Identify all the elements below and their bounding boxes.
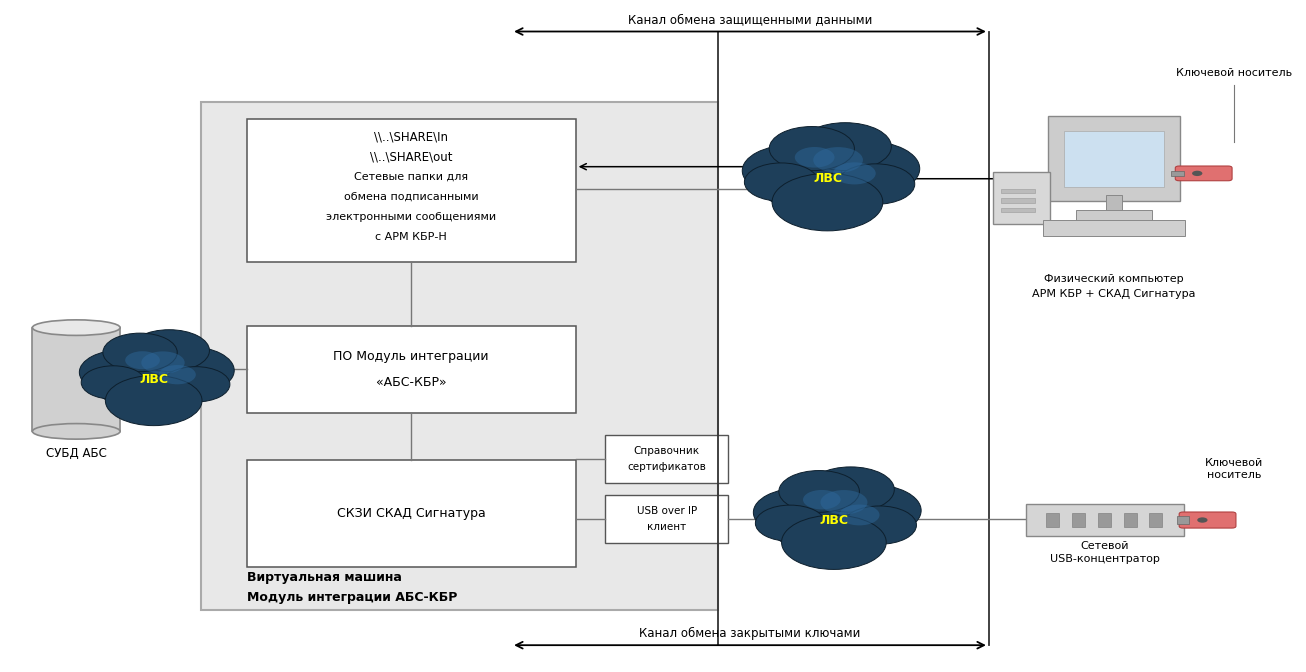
FancyBboxPatch shape	[1025, 504, 1185, 536]
FancyBboxPatch shape	[994, 172, 1050, 224]
Bar	[1177, 516, 1190, 524]
Text: \\..\SHARE\In: \\..\SHARE\In	[375, 130, 448, 144]
Bar	[1123, 513, 1136, 528]
Bar	[1000, 198, 1036, 203]
Text: ПО Модуль интеграции: ПО Модуль интеграции	[333, 349, 488, 363]
Bar	[1149, 513, 1162, 528]
Text: Канал обмена защищенными данными: Канал обмена защищенными данными	[628, 13, 872, 26]
FancyBboxPatch shape	[1042, 220, 1186, 237]
Bar	[1171, 171, 1185, 176]
Text: СУБД АБС: СУБД АБС	[46, 447, 107, 460]
Text: ЛВС: ЛВС	[812, 172, 842, 185]
Text: с АРМ КБР-Н: с АРМ КБР-Н	[375, 233, 447, 243]
Bar	[606, 435, 727, 483]
Ellipse shape	[33, 320, 120, 335]
FancyBboxPatch shape	[1175, 166, 1232, 181]
Text: электронными сообщениями: электронными сообщениями	[326, 212, 496, 222]
FancyBboxPatch shape	[1047, 116, 1181, 202]
Bar	[247, 460, 576, 567]
Text: клиент: клиент	[648, 522, 687, 532]
Bar	[1098, 513, 1110, 528]
Bar	[1106, 196, 1122, 212]
Bar	[247, 326, 576, 413]
Text: Модуль интеграции АБС-КБР: Модуль интеграции АБС-КБР	[247, 591, 457, 603]
Text: ЛВС: ЛВС	[140, 373, 168, 386]
Circle shape	[1198, 517, 1208, 523]
Text: USB-концентратор: USB-концентратор	[1050, 554, 1160, 564]
Bar	[247, 118, 576, 262]
Text: Справочник: Справочник	[633, 446, 700, 456]
Text: Ключевой: Ключевой	[1205, 458, 1263, 468]
Text: СКЗИ СКАД Сигнатура: СКЗИ СКАД Сигнатура	[337, 507, 486, 520]
Text: Сетевой: Сетевой	[1080, 542, 1130, 552]
Text: «АБС-КБР»: «АБС-КБР»	[376, 376, 447, 389]
Bar	[33, 328, 120, 431]
Bar	[606, 495, 727, 544]
Text: АРМ КБР + СКАД Сигнатура: АРМ КБР + СКАД Сигнатура	[1032, 289, 1196, 299]
Bar	[1000, 208, 1036, 212]
Text: сертификатов: сертификатов	[627, 462, 707, 472]
Bar	[1072, 513, 1085, 528]
Ellipse shape	[33, 423, 120, 439]
Bar	[201, 101, 718, 610]
Bar	[1046, 513, 1059, 528]
Text: USB over IP: USB over IP	[636, 506, 697, 516]
Circle shape	[1192, 171, 1203, 176]
FancyBboxPatch shape	[1179, 512, 1235, 528]
Text: ЛВС: ЛВС	[819, 513, 849, 527]
Text: Ключевой носитель: Ключевой носитель	[1175, 69, 1292, 79]
Text: \\..\SHARE\out: \\..\SHARE\out	[370, 151, 452, 163]
Bar	[1000, 189, 1036, 194]
Text: носитель: носитель	[1207, 470, 1262, 480]
Text: Сетевые папки для: Сетевые папки для	[354, 172, 469, 182]
Text: обмена подписанными: обмена подписанными	[343, 192, 478, 202]
Bar	[1063, 130, 1164, 187]
Text: Канал обмена закрытыми ключами: Канал обмена закрытыми ключами	[640, 627, 861, 640]
FancyBboxPatch shape	[1076, 210, 1152, 222]
Text: Физический компьютер: Физический компьютер	[1045, 274, 1183, 284]
Text: Виртуальная машина: Виртуальная машина	[247, 571, 401, 583]
